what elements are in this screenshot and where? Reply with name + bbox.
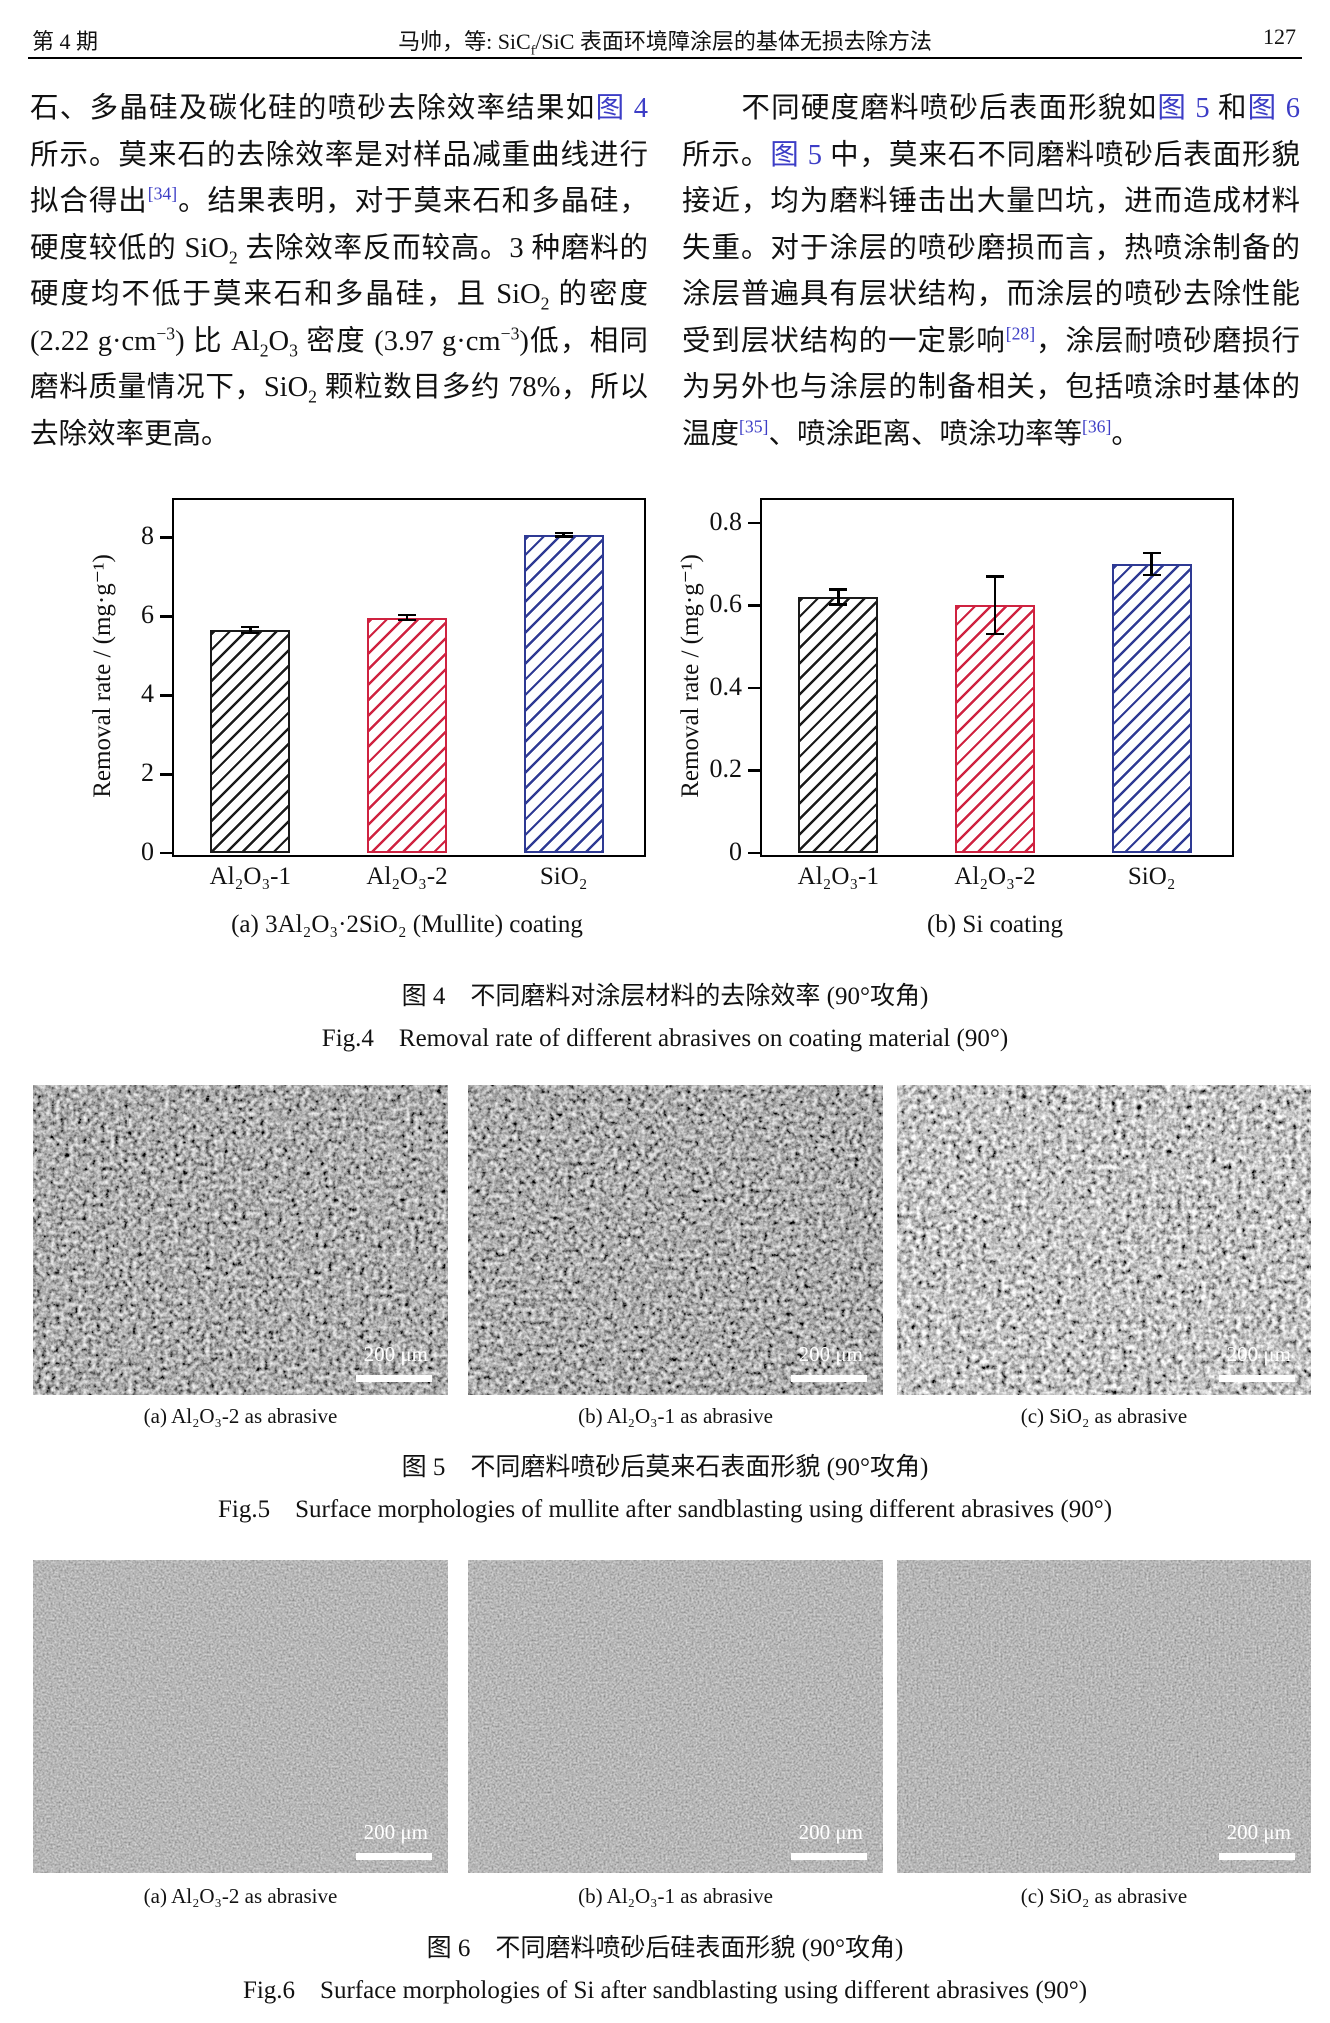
running-title: 马帅，等: SiCf/SiC 表面环境障涂层的基体无损去除方法 bbox=[398, 29, 932, 58]
figure5-sem-panel-b: 200 μm bbox=[468, 1085, 883, 1395]
bar-1 bbox=[210, 630, 291, 853]
x-axis-category-label: SiO₂ bbox=[539, 863, 588, 890]
error-bar-cap bbox=[1142, 551, 1161, 555]
error-bar-cap bbox=[1142, 573, 1161, 577]
error-bar-cap bbox=[554, 531, 573, 534]
error-bar-cap bbox=[829, 603, 848, 606]
error-bar bbox=[405, 615, 409, 620]
paragraph-left-column: 石、多晶硅及碳化硅的喷砂去除效率结果如图 4 所示。莫来石的去除效率是对样品减重… bbox=[30, 93, 648, 450]
scale-bar bbox=[1219, 1375, 1295, 1382]
bar-1 bbox=[798, 597, 879, 853]
sem-micrograph bbox=[468, 1085, 883, 1395]
y-axis-tick bbox=[160, 615, 172, 618]
figure6-sem-panel-c: 200 μm bbox=[897, 1560, 1311, 1873]
y-axis-tick-label: 2 bbox=[141, 758, 154, 788]
error-bar-cap bbox=[398, 618, 416, 622]
x-axis-category-label: Al₂O₃-2 bbox=[954, 863, 1036, 890]
sem-micrograph bbox=[33, 1085, 448, 1395]
x-axis-category-label: Al₂O₃-1 bbox=[797, 863, 879, 890]
figure6-subcaption-b: (b) Al₂O₃-1 as abrasive bbox=[578, 1884, 773, 1908]
scale-bar-label: 200 μm bbox=[363, 1820, 428, 1844]
bar-3 bbox=[523, 534, 604, 853]
figure4-caption-en: Fig.4 Removal rate of different abrasive… bbox=[321, 1025, 1009, 1052]
scale-bar-label: 200 μm bbox=[798, 1342, 863, 1366]
figure6-subcaption-c: (c) SiO₂ as abrasive bbox=[1020, 1884, 1188, 1908]
error-bar-cap bbox=[986, 633, 1004, 636]
error-bar bbox=[562, 532, 565, 537]
error-bar-cap bbox=[986, 575, 1004, 578]
scale-bar bbox=[356, 1375, 432, 1382]
bar-2 bbox=[955, 605, 1035, 853]
error-bar-cap bbox=[241, 625, 260, 629]
sem-micrograph bbox=[468, 1560, 883, 1873]
figure5-subcaption-c: (c) SiO₂ as abrasive bbox=[1020, 1404, 1188, 1428]
error-bar bbox=[993, 576, 997, 635]
y-axis-tick bbox=[748, 521, 760, 525]
x-axis-category-label: Al₂O₃-1 bbox=[209, 863, 291, 890]
chart-subcaption: (a) 3Al₂O₃·2SiO₂ (Mullite) coating bbox=[231, 911, 583, 938]
chart-subcaption: (b) Si coating bbox=[926, 911, 1064, 938]
x-axis-category-label: SiO₂ bbox=[1127, 863, 1176, 890]
figure4-caption-zh: 图 4 不同磨料对涂层材料的去除效率 (90°攻角) bbox=[401, 983, 929, 1010]
scale-bar-label: 200 μm bbox=[1226, 1342, 1291, 1366]
scale-bar bbox=[356, 1853, 432, 1860]
error-bar bbox=[249, 626, 252, 634]
figure4-chart-a: Removal rate / (mg·g⁻¹) 0 2 4 6 8 Al₂O₃-1 Al₂O₃… bbox=[88, 486, 663, 951]
error-bar-cap bbox=[829, 588, 848, 591]
y-axis-tick-label: 0 bbox=[729, 837, 742, 866]
bar-3 bbox=[1111, 564, 1192, 853]
figure5-caption-zh: 图 5 不同磨料喷砂后莫来石表面形貌 (90°攻角) bbox=[401, 1454, 929, 1481]
figure6-subcaption-a: (a) Al₂O₃-2 as abrasive bbox=[143, 1884, 338, 1908]
figure4-chart-b: Removal rate / (mg·g⁻¹) 0 0.2 0.4 0.6 0.8 Al₂O… bbox=[662, 486, 1248, 951]
bar-2 bbox=[367, 617, 447, 853]
scale-bar-label: 200 μm bbox=[363, 1342, 428, 1366]
y-axis-tick-label: 0.2 bbox=[709, 754, 743, 784]
error-bar bbox=[837, 589, 840, 605]
figure6-caption-zh: 图 6 不同磨料喷砂后硅表面形貌 (90°攻角) bbox=[426, 1935, 904, 1962]
y-axis-tick bbox=[748, 604, 760, 607]
page-number: 127 bbox=[1263, 24, 1296, 49]
y-axis-tick-label: 4 bbox=[141, 679, 154, 709]
sem-micrograph bbox=[33, 1560, 448, 1873]
y-axis-tick bbox=[160, 773, 172, 776]
y-axis-tick bbox=[748, 769, 760, 772]
journal-issue: 第 4 期 bbox=[32, 29, 99, 54]
y-axis-tick bbox=[748, 852, 760, 855]
figure6-caption-en: Fig.6 Surface morphologies of Si after s… bbox=[242, 1977, 1088, 2004]
error-bar-cap bbox=[241, 632, 260, 635]
figure6-sem-panel-a: 200 μm bbox=[33, 1560, 448, 1873]
figure5-sem-panel-c: 200 μm bbox=[897, 1085, 1311, 1395]
scale-bar-label: 200 μm bbox=[1226, 1820, 1291, 1844]
y-axis-tick-label: 0.4 bbox=[709, 671, 743, 701]
paragraph-right-column: 不同硬度磨料喷砂后表面形貌如图 5 和图 6 所示。图 5 中，莫来石不同磨料喷… bbox=[682, 93, 1300, 450]
y-axis-tick bbox=[748, 686, 760, 690]
figure5-subcaption-a: (a) Al₂O₃-2 as abrasive bbox=[143, 1404, 338, 1428]
x-axis-category-label: Al₂O₃-2 bbox=[366, 863, 448, 890]
figure5-sem-panel-a: 200 μm bbox=[33, 1085, 448, 1395]
error-bar bbox=[1150, 552, 1153, 576]
scale-bar bbox=[791, 1375, 867, 1382]
sem-micrograph bbox=[897, 1085, 1311, 1395]
y-axis-tick-label: 6 bbox=[141, 600, 154, 630]
y-axis-tick-label: 8 bbox=[141, 521, 154, 551]
y-axis-tick bbox=[160, 536, 172, 539]
y-axis-tick-label: 0 bbox=[141, 837, 154, 866]
error-bar-cap bbox=[554, 535, 573, 538]
figure5-subcaption-b: (b) Al₂O₃-1 as abrasive bbox=[578, 1404, 773, 1428]
scale-bar bbox=[1219, 1853, 1295, 1860]
y-axis-tick-label: 0.6 bbox=[709, 589, 743, 619]
header-rule bbox=[28, 57, 1302, 60]
sem-micrograph bbox=[897, 1560, 1311, 1873]
scale-bar-label: 200 μm bbox=[798, 1820, 863, 1844]
figure5-caption-en: Fig.5 Surface morphologies of mullite af… bbox=[217, 1496, 1113, 1523]
y-axis-tick bbox=[160, 852, 172, 855]
error-bar-cap bbox=[398, 613, 416, 617]
scale-bar bbox=[791, 1853, 867, 1860]
figure6-sem-panel-b: 200 μm bbox=[468, 1560, 883, 1873]
y-axis-tick bbox=[160, 694, 172, 697]
y-axis-tick-label: 0.8 bbox=[709, 506, 743, 536]
